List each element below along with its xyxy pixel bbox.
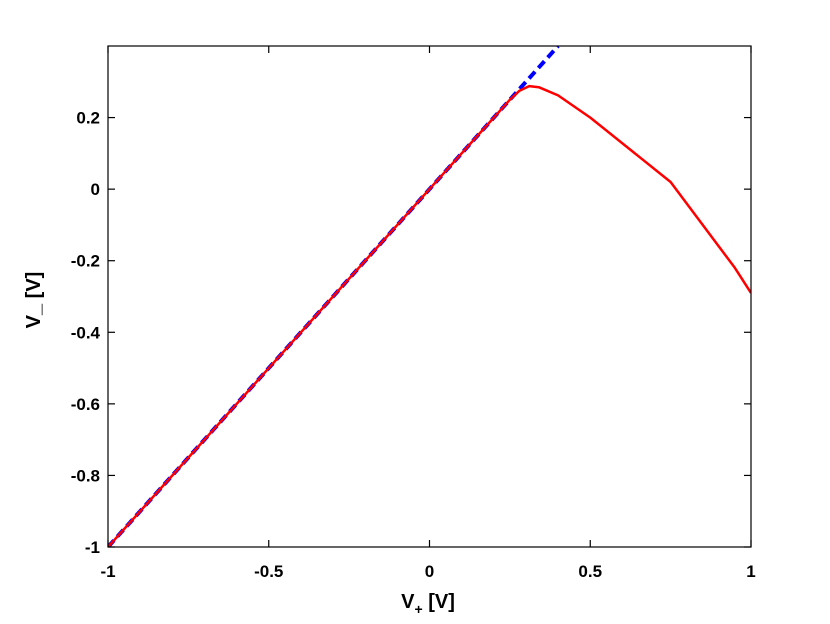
y-tick-label: -0.4 [71, 323, 101, 342]
x-tick-label: -1 [100, 562, 115, 581]
x-tick-label: -0.5 [254, 562, 283, 581]
y-tick-label: 0.2 [76, 109, 100, 128]
x-tick-label: 1 [746, 562, 755, 581]
x-tick-label: 0.5 [578, 562, 602, 581]
x-tick-label: 0 [425, 562, 434, 581]
plot-frame [107, 45, 752, 548]
y-tick-label: 0 [91, 180, 100, 199]
y-tick-label: -0.6 [71, 395, 100, 414]
axes: -1 -0.5 0 0.5 1 -1 -0.8 -0.6 -0.4 -0.2 0 0.2 [71, 45, 756, 581]
plot-area [108, 46, 751, 547]
y-axis-label: V_ [V] [23, 272, 45, 329]
y-tick-label: -0.2 [71, 252, 100, 271]
y-tick-label: -1 [85, 538, 100, 557]
series-line-red-solid [108, 84, 751, 547]
y-tick-label: -0.8 [71, 466, 100, 485]
x-axis-label: V+ [V] [401, 591, 455, 617]
